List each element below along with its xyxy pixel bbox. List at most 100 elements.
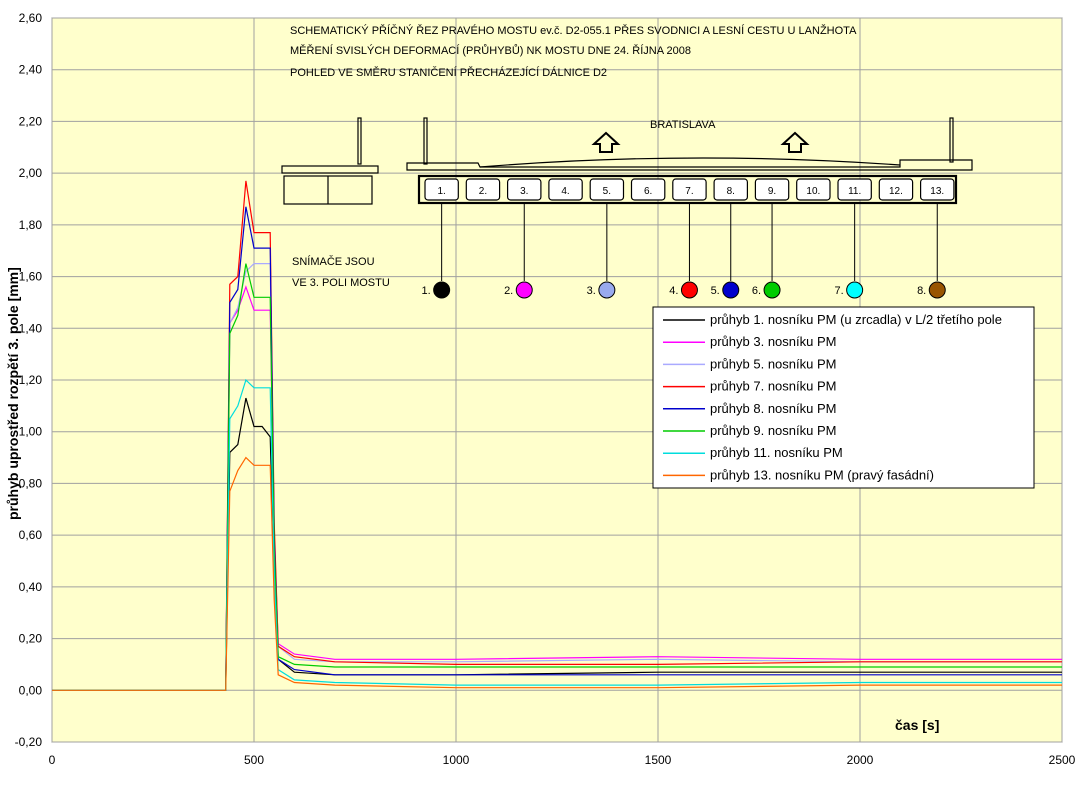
x-tick-label: 1000 — [443, 753, 470, 767]
y-tick-label: 0,60 — [19, 528, 43, 542]
sensor-label: 7. — [834, 285, 843, 297]
left-bridge-deck — [281, 165, 379, 174]
beam-box — [465, 178, 501, 201]
beam-label: 13. — [930, 186, 944, 197]
y-tick-labels: -0,20 0,00 0,20 0,40 0,60 0,80 1,00 1,20 1,40 1,6… — [15, 11, 43, 749]
annotation-line-1: SCHEMATICKÝ PŘÍČNÝ ŘEZ PRAVÉHO MOSTU ev.… — [290, 24, 857, 37]
sensor-note-line-1: SNÍMAČE JSOU — [292, 255, 375, 268]
beam-boxes: 1. 2. 3. 4. 5. 6. 7. 8. 9. 10. 11. 12. 13. — [424, 178, 955, 201]
beam-label: 6. — [644, 186, 652, 197]
y-tick-label: 1,60 — [19, 270, 43, 284]
beam-box — [507, 178, 542, 201]
beam-label: 11. — [848, 186, 861, 197]
y-axis-label: průhyb uprostřed rozpětí 3. pole [mm] — [5, 267, 21, 520]
sensor-marker — [598, 281, 616, 299]
sensor-label: 6. — [752, 285, 761, 297]
sensor-marker — [763, 281, 781, 299]
x-tick-labels: 0 500 1000 1500 2000 2500 — [49, 753, 1076, 767]
y-tick-label: 1,40 — [19, 321, 43, 335]
series-line-8 — [52, 456, 1062, 691]
bridge-cross-section — [281, 117, 973, 205]
x-axis-label: čas [s] — [895, 717, 939, 733]
legend-box — [652, 306, 1035, 489]
beam-label: 2. — [479, 186, 487, 197]
beam-box — [754, 178, 790, 201]
beam-label: 8. — [727, 186, 735, 197]
beam-frame — [417, 174, 958, 205]
beam-label: 3. — [520, 186, 528, 197]
direction-label: BRATISLAVA — [650, 119, 716, 131]
direction-arrow-right — [780, 131, 810, 153]
beam-box — [713, 178, 748, 201]
legend-entry: průhyb 5. nosníku PM — [710, 356, 836, 371]
sensor-marker — [846, 281, 864, 299]
left-railing-post-main — [423, 117, 428, 165]
y-tick-label: 2,60 — [19, 11, 43, 25]
beam-box — [548, 178, 583, 201]
y-tick-label: 0,40 — [19, 580, 43, 594]
beam-box — [837, 178, 872, 201]
beam-box — [919, 178, 955, 201]
beam-box — [630, 178, 666, 201]
series-line-6 — [52, 263, 1062, 691]
beam-label: 12. — [889, 186, 903, 197]
legend-entry: průhyb 1. nosníku PM (u zrcadla) v L/2 t… — [710, 312, 1002, 327]
main-bridge-deck — [406, 159, 973, 171]
y-tick-label: -0,20 — [15, 735, 43, 749]
sensor-markers: 1. 2. 3. 4. 5. 6. 7. 8. — [421, 203, 946, 299]
sensor-marker — [433, 281, 451, 299]
left-railing-post — [357, 117, 362, 165]
beam-label: 5. — [603, 186, 611, 197]
sensor-note-line-2: VE 3. POLI MOSTU — [292, 277, 390, 289]
x-tick-label: 1500 — [645, 753, 672, 767]
beam-box — [672, 178, 707, 201]
deck-profile — [479, 157, 901, 168]
sensor-label: 1. — [421, 285, 430, 297]
sensor-marker — [680, 281, 698, 299]
y-tick-label: 0,20 — [19, 632, 43, 646]
beam-box — [589, 178, 625, 201]
direction-arrow-left — [591, 131, 621, 153]
legend-entry: průhyb 9. nosníku PM — [710, 423, 836, 438]
sensor-marker — [928, 281, 946, 299]
series-group — [52, 180, 1062, 691]
x-tick-label: 2000 — [847, 753, 874, 767]
legend-entry: průhyb 11. nosníku PM — [710, 445, 843, 460]
right-railing-post — [949, 117, 954, 163]
y-tick-label: 2,00 — [19, 166, 43, 180]
series-line-7 — [52, 378, 1062, 691]
sensor-marker — [722, 281, 740, 299]
x-tick-label: 0 — [49, 753, 56, 767]
beam-label: 1. — [437, 186, 445, 197]
legend-entry: průhyb 3. nosníku PM — [710, 334, 836, 349]
legend-entry: průhyb 8. nosníku PM — [710, 401, 836, 416]
beam-label: 10. — [806, 186, 820, 197]
sensor-label: 5. — [711, 285, 720, 297]
y-tick-label: 0,00 — [19, 683, 43, 697]
sensor-marker — [515, 281, 533, 299]
x-tick-label: 2500 — [1049, 753, 1076, 767]
beam-box — [796, 178, 831, 201]
y-tick-label: 1,00 — [19, 425, 43, 439]
y-tick-label: 1,20 — [19, 373, 43, 387]
sensor-label: 3. — [587, 285, 596, 297]
y-tick-label: 0,80 — [19, 476, 43, 490]
y-tick-label: 2,40 — [19, 63, 43, 77]
annotation-line-2: MĚŘENÍ SVISLÝCH DEFORMACÍ (PRŮHYBŮ) NK M… — [290, 44, 691, 57]
sensor-label: 2. — [504, 285, 513, 297]
sensor-label: 4. — [669, 285, 678, 297]
beam-label: 9. — [768, 186, 776, 197]
beam-box — [424, 178, 459, 201]
legend-entry: průhyb 7. nosníku PM — [710, 379, 836, 394]
sensor-label: 8. — [917, 285, 926, 297]
x-tick-label: 500 — [244, 753, 264, 767]
legend: průhyb 1. nosníku PM (u zrcadla) v L/2 t… — [652, 306, 1035, 489]
legend-entry: průhyb 13. nosníku PM (pravý fasádní) — [710, 467, 934, 482]
beam-label: 4. — [561, 186, 569, 197]
beam-box — [878, 178, 914, 201]
y-tick-label: 2,20 — [19, 114, 43, 128]
y-tick-label: 1,80 — [19, 218, 43, 232]
annotation-line-3: POHLED VE SMĚRU STANIČENÍ PŘECHÁZEJÍCÍ D… — [290, 66, 607, 79]
beam-label: 7. — [685, 186, 693, 197]
